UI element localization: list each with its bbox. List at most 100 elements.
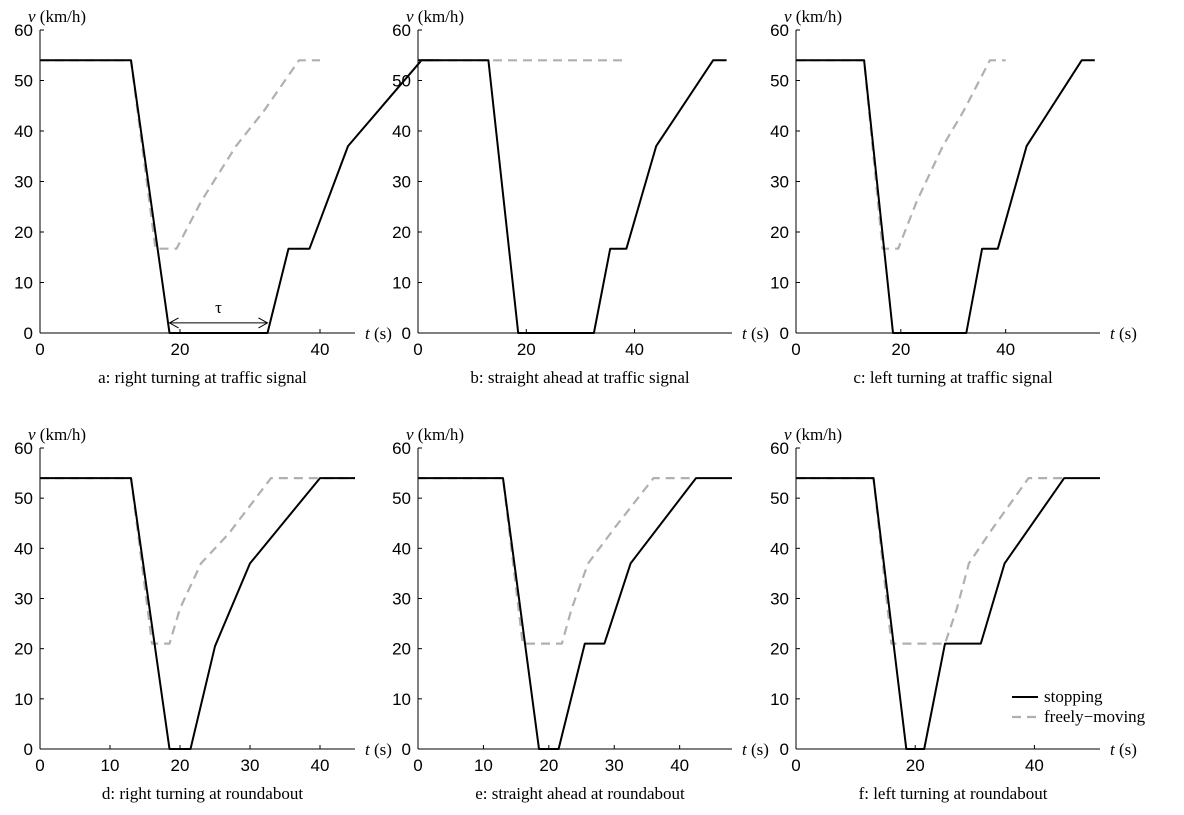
x-tick-label: 0	[35, 340, 44, 359]
y-tick-label: 30	[392, 173, 411, 192]
y-tick-label: 40	[392, 122, 411, 141]
y-axis-label: v (km/h)	[784, 425, 842, 444]
x-axis-unit: (s)	[747, 324, 769, 343]
stopping-series-line	[40, 477, 355, 750]
y-tick-label: 40	[392, 539, 411, 558]
y-tick-label: 50	[392, 72, 411, 91]
y-axis-unit: (km/h)	[414, 7, 465, 26]
y-tick-label: 30	[770, 590, 789, 609]
y-tick-label: 50	[770, 489, 789, 508]
chart-panel: 0 10 20 30 40 50 60 0 10 20 30 40 v (km/h) t (s) e: st…	[392, 425, 769, 803]
chart-panel: 0 10 20 30 40 50 60 0 10 20 30 40 v (km/h) t (s) d: ri…	[14, 425, 392, 803]
x-tick-label: 0	[35, 756, 44, 775]
chart-panel: 0 10 20 30 40 50 60 0 20 40 v (km/h) t (s) τ a: right…	[14, 7, 439, 387]
freely-moving-series-line	[40, 477, 355, 645]
stopping-series-line	[796, 477, 1100, 750]
x-tick-label: 20	[906, 756, 925, 775]
y-axis-variable: v	[28, 7, 36, 26]
y-axis-unit: (km/h)	[792, 425, 843, 444]
x-tick-label: 20	[171, 340, 190, 359]
y-tick-label: 10	[14, 274, 33, 293]
x-tick-label: 30	[241, 756, 260, 775]
panel-caption: b: straight ahead at traffic signal	[470, 368, 689, 387]
x-tick-label: 10	[474, 756, 493, 775]
x-tick-label: 0	[791, 340, 800, 359]
y-tick-label: 60	[392, 439, 411, 458]
freely-moving-series-line	[418, 477, 693, 645]
x-axis-variable: t	[742, 740, 748, 759]
freely-moving-series-line	[796, 59, 1006, 250]
y-axis-label: v (km/h)	[406, 7, 464, 26]
x-tick-label: 0	[791, 756, 800, 775]
y-tick-label: 0	[402, 740, 411, 759]
x-axis-label: t (s)	[742, 324, 769, 343]
y-tick-label: 30	[14, 590, 33, 609]
stopping-series-line	[418, 477, 732, 750]
y-axis-label: v (km/h)	[406, 425, 464, 444]
y-tick-label: 30	[14, 173, 33, 192]
x-axis-variable: t	[365, 740, 371, 759]
x-tick-label: 20	[539, 756, 558, 775]
y-axis-label: v (km/h)	[784, 7, 842, 26]
y-axis-label: v (km/h)	[28, 425, 86, 444]
y-tick-label: 20	[770, 640, 789, 659]
y-tick-label: 10	[770, 274, 789, 293]
x-tick-label: 0	[413, 756, 422, 775]
x-axis-variable: t	[1110, 740, 1116, 759]
x-tick-label: 40	[625, 340, 644, 359]
y-axis-unit: (km/h)	[792, 7, 843, 26]
y-tick-label: 60	[14, 439, 33, 458]
y-tick-label: 60	[770, 439, 789, 458]
y-tick-label: 20	[770, 223, 789, 242]
y-axis-unit: (km/h)	[36, 7, 87, 26]
y-tick-label: 20	[392, 223, 411, 242]
y-axis-variable: v	[784, 7, 792, 26]
y-tick-label: 10	[392, 274, 411, 293]
y-tick-label: 30	[770, 173, 789, 192]
y-tick-label: 20	[14, 640, 33, 659]
panel-caption: a: right turning at traffic signal	[98, 368, 307, 387]
x-axis-label: t (s)	[1110, 324, 1137, 343]
y-tick-label: 10	[770, 690, 789, 709]
panel-caption: f: left turning at roundabout	[859, 784, 1048, 803]
x-tick-label: 40	[996, 340, 1015, 359]
x-axis-variable: t	[1110, 324, 1116, 343]
panel-caption: d: right turning at roundabout	[102, 784, 303, 803]
y-tick-label: 10	[392, 690, 411, 709]
y-axis-unit: (km/h)	[414, 425, 465, 444]
tau-arrowhead-right	[258, 317, 269, 329]
y-tick-label: 60	[392, 21, 411, 40]
freely-moving-series-line	[796, 477, 1065, 645]
x-axis-unit: (s)	[370, 740, 392, 759]
y-tick-label: 50	[14, 72, 33, 91]
y-tick-label: 40	[14, 539, 33, 558]
y-tick-label: 40	[770, 122, 789, 141]
y-axis-variable: v	[784, 425, 792, 444]
x-tick-label: 20	[517, 340, 536, 359]
chart-panel: 0 10 20 30 40 50 60 0 20 40 v (km/h) t (s) c: left t…	[770, 7, 1137, 387]
y-tick-label: 40	[770, 539, 789, 558]
tau-label: τ	[215, 298, 222, 317]
x-tick-label: 40	[1025, 756, 1044, 775]
x-tick-label: 20	[171, 756, 190, 775]
y-tick-label: 20	[14, 223, 33, 242]
y-tick-label: 0	[402, 324, 411, 343]
x-axis-unit: (s)	[1115, 324, 1137, 343]
y-axis-variable: v	[406, 425, 414, 444]
y-axis-variable: v	[28, 425, 36, 444]
y-tick-label: 0	[24, 740, 33, 759]
freely-moving-series-line	[40, 59, 320, 250]
x-axis-unit: (s)	[1115, 740, 1137, 759]
y-tick-label: 30	[392, 590, 411, 609]
x-tick-label: 20	[891, 340, 910, 359]
y-tick-label: 0	[24, 324, 33, 343]
x-axis-label: t (s)	[365, 740, 392, 759]
stopping-series-line	[796, 59, 1095, 334]
y-tick-label: 50	[770, 72, 789, 91]
chart-panel: 0 10 20 30 40 50 60 0 20 40 v (km/h) t (s) f: left t…	[770, 425, 1146, 803]
x-axis-label: t (s)	[365, 324, 392, 343]
y-tick-label: 40	[14, 122, 33, 141]
y-tick-label: 60	[14, 21, 33, 40]
